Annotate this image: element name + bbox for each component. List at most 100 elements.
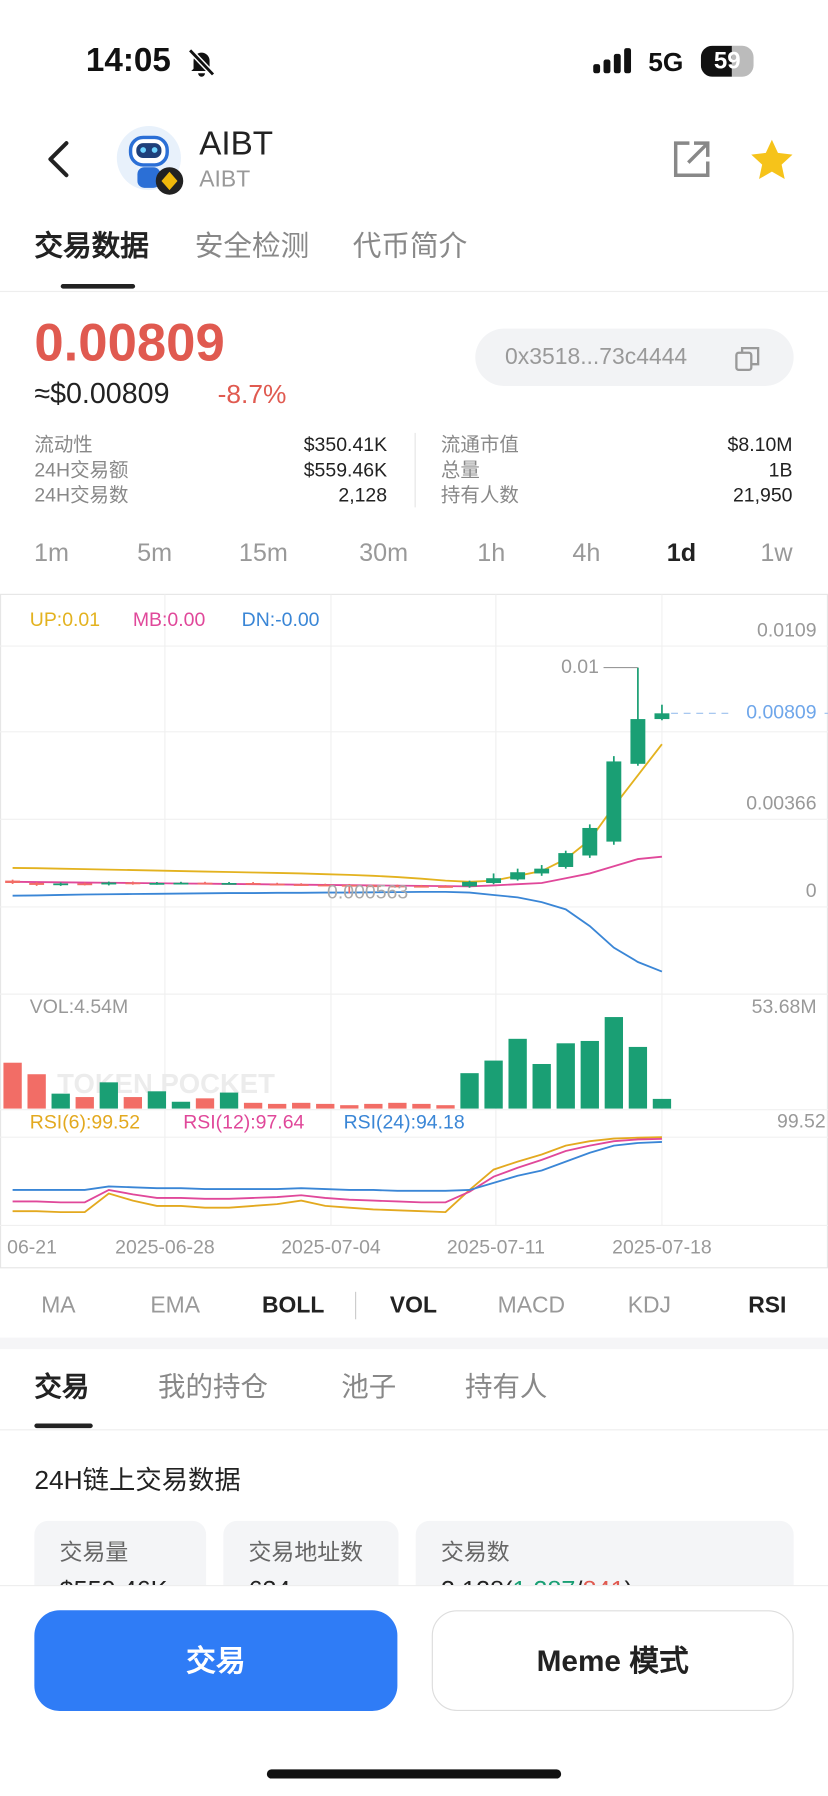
volume-bar (267, 1103, 287, 1109)
x-tick-label: 2025-07-11 (447, 1236, 545, 1258)
address-pill[interactable]: 0x3518...73c4444 (475, 328, 794, 386)
spacer (0, 1337, 828, 1350)
legend-item: UP:0.01 (30, 609, 100, 631)
volume-bar (388, 1102, 407, 1109)
tab[interactable]: 代币简介 (352, 230, 468, 263)
x-tick-label: 2025-07-18 (612, 1236, 712, 1258)
rsi-line (12, 1141, 662, 1192)
indicator[interactable]: EMA (150, 1292, 201, 1319)
section-title: 24H链上交易数据 (34, 1464, 241, 1495)
min-label: 0.000563 (327, 882, 408, 904)
indicator[interactable]: BOLL (262, 1292, 325, 1319)
volume-bar (652, 1098, 672, 1109)
candle-body (53, 883, 69, 886)
timeframe[interactable]: 30m (359, 538, 409, 567)
trade-button[interactable]: 交易 (34, 1610, 398, 1711)
divider (0, 1429, 828, 1431)
token-avatar (116, 125, 184, 195)
timeframe[interactable]: 15m (238, 538, 288, 567)
tab[interactable]: 安全检测 (194, 230, 310, 263)
section-tab[interactable]: 持有人 (464, 1371, 548, 1403)
timeframe[interactable]: 1m (34, 538, 70, 567)
volume-bar (460, 1073, 479, 1109)
section-tab[interactable]: 交易 (34, 1371, 90, 1403)
current-price-label: 0.00809 (746, 701, 816, 723)
silent-icon (188, 48, 216, 77)
volume-bar (219, 1092, 239, 1109)
card-label: 交易数 (440, 1540, 510, 1566)
legend-item: RSI(12):97.64 (183, 1112, 304, 1134)
volume-bar (195, 1098, 215, 1109)
divider (414, 432, 416, 508)
stat-value: 1B (768, 459, 793, 481)
candle-body (173, 882, 189, 885)
copy-icon[interactable] (734, 345, 761, 372)
volume-bar (27, 1074, 46, 1109)
candle-body (365, 885, 381, 888)
address: 0x3518...73c4444 (505, 344, 688, 370)
indicator[interactable]: MACD (497, 1292, 566, 1319)
candle-body (197, 882, 213, 885)
timeframe[interactable]: 5m (137, 538, 173, 567)
volume-bar (580, 1040, 599, 1109)
card-label: 交易地址数 (248, 1540, 364, 1566)
candle-body (510, 872, 526, 880)
tab[interactable]: 交易数据 (34, 230, 149, 263)
volume-bar (243, 1102, 263, 1109)
chart: 0 0.00366 0.0109 53.68M 99.52 TOKEN POCKET 0.0… (0, 593, 828, 1269)
y-tick-label: 0.0109 (757, 619, 817, 641)
candle-body (606, 761, 622, 842)
candle-body (654, 713, 670, 720)
indicator[interactable]: VOL (389, 1292, 437, 1319)
candle-body (125, 882, 141, 885)
candle-body (221, 883, 237, 885)
indicator[interactable]: KDJ (627, 1292, 671, 1319)
meme-button[interactable]: Meme 模式 (431, 1610, 794, 1711)
volume-bar (292, 1102, 311, 1109)
section-tab[interactable]: 池子 (341, 1371, 397, 1403)
stat-label: 总量 (440, 459, 480, 481)
timeframe[interactable]: 1h (477, 538, 506, 567)
indicator[interactable]: RSI (748, 1292, 787, 1319)
volume-bar (3, 1062, 22, 1109)
legend-item: RSI(6):99.52 (30, 1112, 140, 1134)
stat-value: 2,128 (338, 484, 388, 507)
volume-bar (123, 1097, 143, 1109)
favorite-button[interactable] (749, 137, 795, 183)
tab-indicator (60, 284, 136, 289)
rsi-line (12, 1136, 662, 1214)
volume-bar (508, 1038, 527, 1109)
stat-label: 流通市值 (440, 434, 519, 456)
share-button[interactable] (671, 139, 712, 180)
stat-label: 24H交易数 (34, 484, 129, 507)
price-change: -8.7% (217, 379, 287, 409)
candle-body (414, 885, 429, 888)
legend-item: RSI(24):94.18 (344, 1112, 465, 1134)
candle-body (101, 882, 117, 885)
chart-content: 0 0.00366 0.0109 53.68M 99.52 TOKEN POCKET 0.0… (0, 594, 828, 1258)
back-button[interactable] (44, 140, 74, 179)
volume-bar (436, 1105, 455, 1109)
chart-frame (0, 593, 828, 1269)
stat-value: 21,950 (732, 484, 793, 507)
timeframe[interactable]: 4h (572, 538, 601, 567)
legend-item: DN:-0.00 (242, 609, 320, 631)
timeframe[interactable]: 1d (666, 538, 697, 567)
battery: 59 (700, 45, 754, 77)
section-tab[interactable]: 我的持仓 (158, 1371, 268, 1403)
candle-body (245, 883, 261, 885)
indicator[interactable]: MA (41, 1292, 76, 1319)
x-tick-label: 2025-06-28 (115, 1236, 215, 1258)
candle-body (534, 868, 550, 874)
volume-bar (99, 1082, 118, 1109)
battery-text: 59 (713, 48, 741, 75)
volume-bar (484, 1060, 503, 1109)
network: 5G (648, 46, 684, 77)
boll-line (12, 890, 663, 973)
divider (0, 290, 828, 293)
candle-body (389, 885, 405, 888)
candle-body (582, 827, 598, 856)
stat-label: 持有人数 (440, 484, 519, 507)
timeframe[interactable]: 1w (760, 538, 793, 567)
stat-value: $350.41K (303, 434, 388, 456)
